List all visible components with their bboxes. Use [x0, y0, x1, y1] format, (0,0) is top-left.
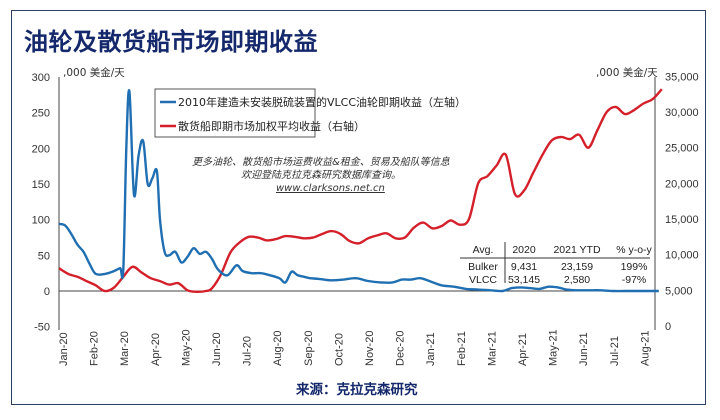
x-tick-label: Jun-20	[211, 332, 223, 366]
right-tick-label: 5,000	[665, 285, 693, 297]
x-tick-label: Dec-20	[395, 331, 407, 366]
bulker-earnings-line	[58, 88, 663, 294]
legend: 2010年建造未安装脱硫装置的VLCC油轮即期收益（左轴） 散货船即期市场加权平…	[154, 88, 466, 138]
table-header-cell: % y-o-y	[616, 244, 652, 256]
table-cell: 23,159	[561, 261, 593, 273]
x-tick-label: Jul-21	[609, 336, 621, 366]
table-cell: 199%	[621, 261, 648, 273]
x-tick-label: Sep-20	[303, 331, 315, 366]
x-tick-label: Aug-20	[272, 331, 284, 366]
x-tick-label: May-21	[548, 329, 560, 366]
x-tick-label: Oct-20	[333, 333, 345, 366]
x-tick-label: Jan-20	[58, 332, 70, 366]
vlcc-earnings-line	[58, 89, 659, 293]
right-tick-label: 10,000	[665, 250, 699, 262]
table-header-cell: Avg.	[473, 244, 494, 256]
table-cell: 9,431	[511, 261, 537, 273]
legend-label-vlcc: 2010年建造未安装脱硫装置的VLCC油轮即期收益（左轴）	[178, 95, 466, 109]
x-tick-label: Feb-20	[89, 331, 101, 366]
table-cell: -97%	[622, 274, 647, 286]
x-tick-label: Jul-20	[242, 336, 254, 366]
right-axis-unit: ,000 美金/天	[596, 66, 658, 79]
clarksons-link[interactable]: www.clarksons.net.cn	[276, 183, 385, 194]
table-cell: 53,145	[508, 274, 540, 286]
x-tick-label: Feb-21	[456, 331, 468, 366]
left-tick-label: 0	[44, 286, 50, 298]
left-tick-label: 100	[32, 215, 50, 227]
x-tick-label: Apr-21	[517, 333, 529, 366]
right-tick-label: 20,000	[665, 178, 699, 190]
left-tick-label: 150	[32, 179, 50, 191]
left-tick-label: 50	[38, 250, 50, 262]
left-axis-unit: ,000 美金/天	[63, 66, 125, 79]
note-line-1: 更多油轮、散货船市场运费收益&租金、贸易及船队等信息	[192, 156, 450, 168]
x-tick-label: Jan-21	[425, 332, 437, 366]
left-tick-label: 300	[32, 72, 50, 84]
table-header-cell: 2020	[512, 244, 536, 256]
right-tick-label: 0	[665, 321, 671, 333]
x-axis-ticks: Jan-20 Feb-20 Mar-20 Apr-20 May-20 Jun-20 Jul-…	[58, 329, 651, 366]
x-tick-label: Mar-21	[486, 331, 498, 366]
summary-table: Avg. 2020 2021 YTD % y-o-y Bulker 9,431 23,159…	[460, 242, 653, 286]
info-note: 更多油轮、散货船市场运费收益&租金、贸易及船队等信息 欢迎登陆克拉克森研究数据库…	[192, 156, 450, 194]
chart-title: 油轮及散货船市场即期收益	[24, 28, 318, 56]
legend-label-bulker: 散货船即期市场加权平均收益（右轴）	[178, 119, 365, 133]
left-axis-ticks: 300 250 200 150 100 50 0 -50	[32, 72, 50, 334]
right-tick-label: 35,000	[665, 71, 699, 83]
x-tick-label: Mar-20	[119, 331, 131, 366]
table-cell: Bulker	[468, 261, 498, 273]
right-tick-label: 25,000	[665, 143, 699, 155]
x-tick-label: Apr-20	[150, 333, 162, 366]
left-tick-label: 200	[32, 143, 50, 155]
table-cell: VLCC	[469, 274, 497, 286]
chart-frame	[11, 10, 706, 405]
left-tick-label: -50	[34, 322, 50, 334]
x-tick-label: Jun-21	[578, 332, 590, 366]
table-header-cell: 2021 YTD	[553, 244, 601, 256]
right-axis-ticks: 35,000 30,000 25,000 20,000 15,000 10,000 5,00…	[665, 71, 699, 333]
left-tick-label: 250	[32, 108, 50, 120]
right-tick-label: 15,000	[665, 214, 699, 226]
right-tick-label: 30,000	[665, 107, 699, 119]
table-cell: 2,580	[564, 274, 590, 286]
source-caption: 来源：克拉克森研究	[296, 382, 418, 398]
x-tick-label: Aug-21	[639, 331, 651, 366]
x-tick-label: Nov-20	[364, 331, 376, 366]
note-line-2: 欢迎登陆克拉克森研究数据库查询。	[241, 169, 401, 181]
x-tick-label: May-20	[180, 329, 192, 366]
